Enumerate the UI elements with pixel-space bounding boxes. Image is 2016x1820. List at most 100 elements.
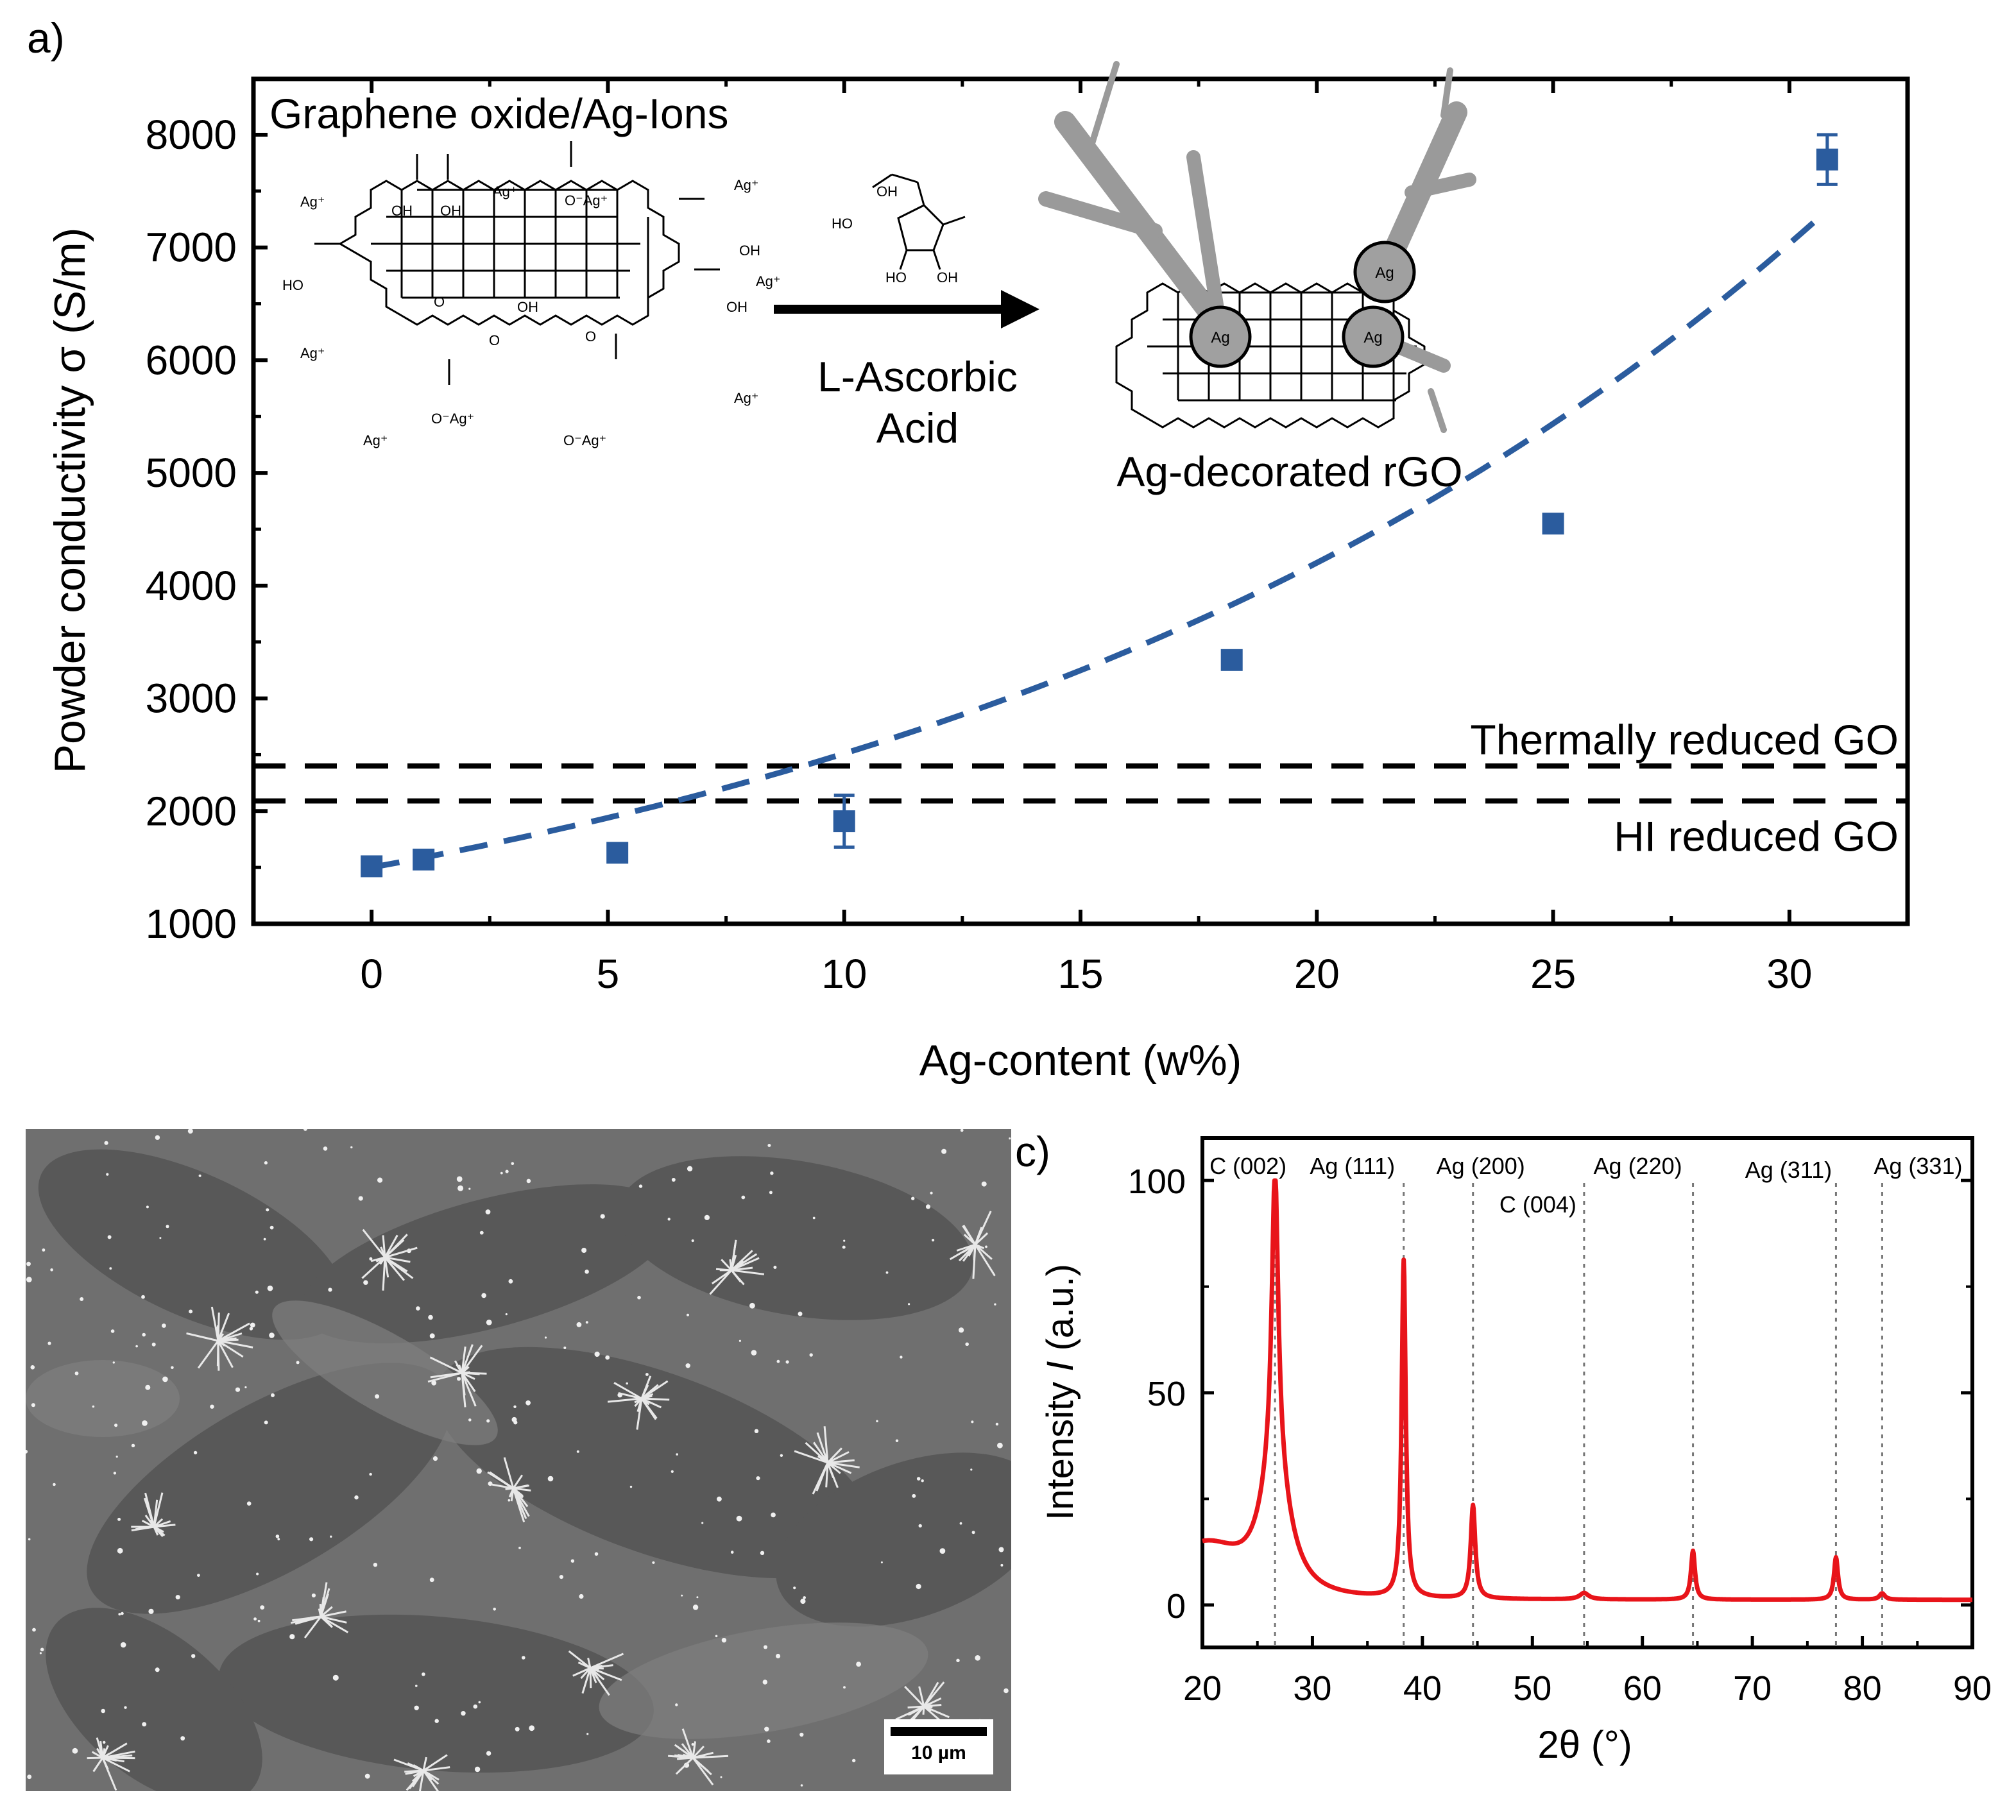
silver-particle [767,1144,771,1147]
silver-dendrite [512,1488,525,1522]
data-point [1220,649,1243,671]
silver-particle [246,1501,252,1506]
silver-particle [142,1420,148,1426]
silver-particle [148,1608,154,1614]
peak-label: Ag (200) [1437,1153,1525,1179]
silver-particle [159,1237,162,1239]
silver-dendrite [962,1244,977,1262]
silver-dendrite [218,1339,253,1348]
silver-dendrite [909,1705,925,1716]
data-point [361,855,383,878]
silver-particle [916,1477,921,1481]
silver-particle [120,1642,126,1648]
silver-particle [544,1336,547,1339]
reaction-scheme-inset: Graphene oxide/Ag-Ions OH OH OH OH OH HO… [269,61,1476,495]
silver-particle [103,1740,106,1744]
silver-dendrite [144,1492,155,1527]
silver-dendrite [99,1740,104,1758]
silver-particle [594,1351,600,1357]
silver-particle [959,1522,962,1525]
silver-particle [939,1548,946,1554]
silver-particle [479,1230,484,1235]
ag-ion-label: Ag⁺ [493,183,518,200]
peak-labels: C (002) Ag (111) Ag (200) C (004) Ag (220) Ag… [1209,1153,1962,1218]
silver-particle [852,1758,856,1763]
silver-particle [563,1347,567,1349]
reactant-label: Graphene oxide/Ag-Ions [269,90,728,137]
x-axis-label-a: Ag-content (w%) [919,1036,1242,1085]
silver-particle [162,1323,166,1328]
silver-particle [767,1739,771,1743]
silver-particle [124,1706,127,1709]
silver-particle [461,1711,466,1716]
silver-particle [271,1393,275,1397]
silver-particle [876,1420,878,1423]
silver-dendrite [827,1461,860,1468]
silver-particle [629,1485,633,1488]
silver-particle [994,1303,996,1305]
silver-dendrite [320,1615,347,1624]
silver-particle [432,1456,438,1461]
silver-dendrite [362,1229,386,1258]
silver-dendrite [461,1372,476,1392]
silver-particle [486,1751,491,1756]
silver-particle [730,1551,734,1554]
silver-dendrite [384,1256,411,1263]
silver-dendrite [817,1455,828,1464]
silver-particle [749,1302,755,1309]
y-tick-label-a: 7000 [146,225,237,271]
silver-dendrite [295,1615,321,1625]
x-tick-label-c: 50 [1513,1669,1551,1708]
silver-dendrite [794,1450,828,1464]
silver-particle [995,1422,999,1426]
silver-particle [101,1708,105,1714]
silver-particle [474,1766,481,1773]
silver-particle [27,1774,32,1780]
silver-particle [269,1225,274,1230]
silver-dendrite [721,1259,733,1271]
silver-particle [687,1313,689,1316]
silver-particle [594,1552,599,1556]
silver-dendrite [461,1372,466,1408]
silver-particle [155,1667,160,1672]
silver-dendrite [418,1770,425,1791]
silver-particle [109,1267,112,1270]
x-tick-label-a: 10 [821,951,867,997]
silver-dendrite [461,1345,483,1374]
silver-dendrite [607,1397,642,1403]
silver-particle [812,1216,816,1220]
ho-label: HO [282,277,303,293]
silver-dendrite [812,1462,829,1495]
silver-dendrite [461,1366,470,1374]
x-tick-label-a: 20 [1294,951,1340,997]
silver-particle [685,1363,690,1368]
silver-dendrite [641,1380,669,1400]
silver-particle [267,1285,273,1291]
silver-dendrite [572,1667,591,1677]
silver-dendrite [923,1702,932,1708]
silver-dendrite [974,1232,989,1246]
conductivity-chart: 0 5 10 15 20 25 30 1000 2000 3000 4000 5000 6000 7000… [46,61,1910,1085]
silver-dendrite [320,1610,346,1618]
silver-dendrite [731,1257,760,1271]
silver-dendrite [590,1653,624,1669]
silver-dendrite [813,1442,829,1463]
silver-particle [720,1776,722,1778]
silver-particle [579,1594,584,1599]
silver-dendrite [823,1426,829,1463]
silver-dendrite [384,1257,405,1281]
silver-particle [429,1333,435,1339]
silver-particle [235,1387,241,1392]
silver-particle [266,1208,269,1212]
silver-particle [107,1235,112,1239]
silver-dendrite [461,1372,477,1407]
oh-label: OH [726,299,747,315]
oh-label: OH [440,203,461,219]
silver-dendrite [384,1234,398,1258]
silver-particle [652,1561,655,1564]
silver-particle [171,1366,174,1370]
silver-dendrite [370,1256,386,1263]
silver-particle [74,1371,79,1375]
x-axis-label-c: 2θ (°) [1537,1723,1632,1766]
